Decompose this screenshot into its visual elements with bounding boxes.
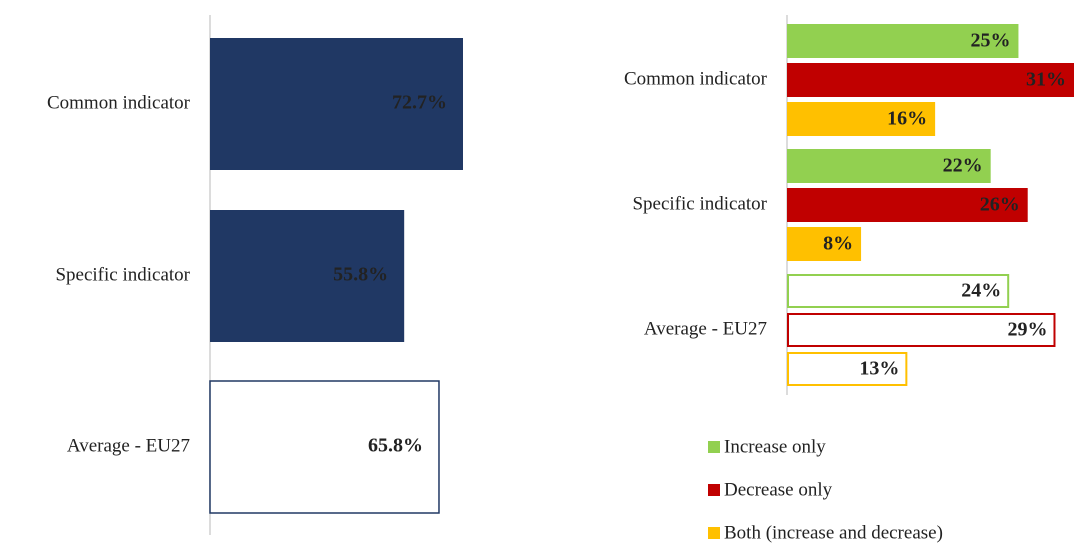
- legend-label: Increase only: [724, 436, 826, 457]
- bar: [210, 210, 405, 342]
- bar: [787, 313, 1056, 347]
- value-label: 65.8%: [368, 435, 423, 457]
- value-label: 13%: [859, 358, 899, 380]
- bar: [787, 188, 1028, 222]
- value-label: 72.7%: [392, 92, 447, 114]
- category-label: Average - EU27: [644, 318, 767, 339]
- legend-swatch: [708, 527, 720, 539]
- value-label: 24%: [961, 280, 1001, 302]
- bar: [787, 274, 1010, 308]
- category-label: Specific indicator: [55, 264, 190, 285]
- value-label: 26%: [980, 194, 1020, 216]
- bar: [210, 38, 463, 170]
- value-label: 31%: [1026, 69, 1066, 91]
- category-label: Average - EU27: [67, 435, 190, 456]
- bar: [787, 149, 991, 183]
- bar: [787, 24, 1019, 58]
- value-label: 29%: [1007, 319, 1047, 341]
- category-label: Common indicator: [624, 68, 768, 89]
- value-label: 25%: [970, 30, 1010, 52]
- value-label: 55.8%: [333, 264, 388, 286]
- legend-swatch: [708, 441, 720, 453]
- legend-label: Both (increase and decrease): [724, 522, 943, 543]
- value-label: 16%: [887, 108, 927, 130]
- category-label: Specific indicator: [632, 193, 767, 214]
- bar: [787, 227, 862, 261]
- value-label: 22%: [943, 155, 983, 177]
- legend-label: Decrease only: [724, 479, 833, 500]
- bar: [787, 352, 908, 386]
- bar: [787, 102, 936, 136]
- legend-swatch: [708, 484, 720, 496]
- bar: [787, 63, 1074, 97]
- value-label: 8%: [823, 233, 853, 255]
- bar: [209, 380, 440, 514]
- category-label: Common indicator: [47, 92, 191, 113]
